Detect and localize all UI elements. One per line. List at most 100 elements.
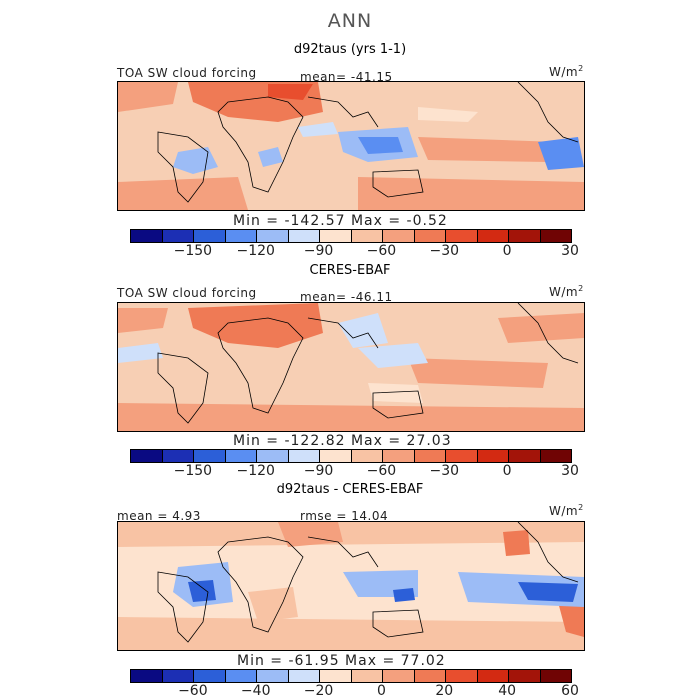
panel-3-mean-label: mean = 4.93 xyxy=(117,509,201,523)
panel-1-map xyxy=(117,81,585,211)
panel-1-field-atlantic xyxy=(118,82,178,112)
colorbar-tick-label: −60 xyxy=(366,243,397,259)
colorbar-swatch xyxy=(131,450,163,462)
panel-1-colorbar-ticks: −150 −120 −90 −60 −30 0 30 xyxy=(130,243,579,259)
panel-3-rmse-label: rmse = 14.04 xyxy=(300,509,389,523)
panel-1-title: d92taus (yrs 1-1) xyxy=(293,42,407,57)
panel-3-field-s-america-core xyxy=(188,580,216,602)
panel-2-map-svg xyxy=(118,303,584,431)
colorbar-swatch xyxy=(446,670,478,682)
colorbar-tick-label: −150 xyxy=(173,463,213,479)
colorbar-swatch xyxy=(477,670,509,682)
colorbar-tick-label: −120 xyxy=(236,243,275,259)
panel-1-field-arabia xyxy=(268,84,313,100)
panel-1-field-congo xyxy=(258,147,283,167)
panel-2-field-south xyxy=(118,403,584,431)
colorbar-swatch xyxy=(509,230,541,242)
colorbar-swatch xyxy=(131,230,163,242)
figure-title: ANN xyxy=(327,10,373,32)
colorbar-swatch xyxy=(194,450,226,462)
colorbar-swatch xyxy=(162,670,194,682)
colorbar-swatch xyxy=(257,450,289,462)
colorbar-tick-label: −40 xyxy=(240,683,271,699)
colorbar-tick-label: −30 xyxy=(429,463,460,479)
panel-1-field-pacific xyxy=(418,137,558,162)
colorbar-swatch xyxy=(225,230,257,242)
colorbar-swatch xyxy=(509,450,541,462)
colorbar-tick-label: 30 xyxy=(561,463,579,479)
panel-3-title: d92taus - CERES-EBAF xyxy=(276,482,424,497)
panel-1-colorbar xyxy=(130,229,572,243)
panel-2-field-sahara xyxy=(188,303,323,348)
colorbar-swatch xyxy=(320,450,352,462)
panel-3-coastlines xyxy=(157,522,579,643)
colorbar-swatch xyxy=(540,230,571,242)
colorbar-swatch xyxy=(540,670,571,682)
panel-3-units: W/m2 xyxy=(549,503,584,518)
panel-1-left-label: TOA SW cloud forcing xyxy=(117,66,257,80)
colorbar-tick-label: 0 xyxy=(376,683,386,699)
panel-3-field-arabia xyxy=(278,522,343,547)
panel-2-field-north-pac xyxy=(498,313,584,343)
panel-2-minmax: Min = -122.82 Max = 27.03 xyxy=(233,433,452,449)
panel-1-field-east-pacific xyxy=(538,137,584,170)
panel-2-field-itcz xyxy=(118,343,163,363)
colorbar-tick-label: −20 xyxy=(303,683,334,699)
colorbar-swatch xyxy=(383,230,415,242)
colorbar-swatch xyxy=(225,670,257,682)
colorbar-swatch xyxy=(131,670,163,682)
panel-3-map xyxy=(117,521,585,651)
colorbar-swatch xyxy=(194,670,226,682)
panel-3-field-hotspot xyxy=(503,530,530,556)
panel-2-mean-label: mean= -46.11 xyxy=(300,290,393,304)
panel-1-field-light xyxy=(418,107,478,122)
colorbar-swatch xyxy=(540,450,571,462)
colorbar-swatch xyxy=(351,450,383,462)
panel-3-colorbar xyxy=(130,669,572,683)
colorbar-swatch xyxy=(477,230,509,242)
panel-3-field-pacific-core xyxy=(518,582,578,602)
colorbar-swatch xyxy=(225,450,257,462)
colorbar-tick-label: −90 xyxy=(303,243,334,259)
colorbar-swatch xyxy=(446,230,478,242)
colorbar-tick-label: −30 xyxy=(429,243,460,259)
colorbar-swatch xyxy=(320,230,352,242)
colorbar-tick-label: −60 xyxy=(366,463,397,479)
panel-1-field-south-atl xyxy=(118,177,248,210)
colorbar-swatch xyxy=(162,450,194,462)
colorbar-tick-label: −90 xyxy=(303,463,334,479)
panel-3-field-north xyxy=(118,522,584,547)
panel-1-mean-label: mean= -41.15 xyxy=(300,70,393,84)
panel-3-colorbar-ticks: −60 −40 −20 0 20 40 60 xyxy=(130,683,579,699)
panel-2-colorbar xyxy=(130,449,572,463)
colorbar-tick-label: 0 xyxy=(502,243,512,259)
colorbar-swatch xyxy=(162,230,194,242)
colorbar-tick-label: −60 xyxy=(178,683,208,699)
panel-3-map-svg xyxy=(118,522,584,650)
panel-2-field-warmpool xyxy=(358,343,428,368)
panel-2-coastlines xyxy=(157,303,579,424)
colorbar-swatch xyxy=(446,450,478,462)
panel-3-field-maritime-core xyxy=(393,588,415,602)
panel-1-field-indian xyxy=(298,122,338,137)
panel-3-minmax: Min = -61.95 Max = 77.02 xyxy=(237,653,446,669)
colorbar-swatch xyxy=(257,670,289,682)
panel-3-field-south xyxy=(118,617,584,650)
panel-1-field-warmpool-core xyxy=(358,137,403,154)
colorbar-swatch xyxy=(414,230,446,242)
colorbar-tick-label: 30 xyxy=(561,243,579,259)
colorbar-swatch xyxy=(320,670,352,682)
colorbar-swatch xyxy=(509,670,541,682)
colorbar-tick-label: 60 xyxy=(561,683,579,699)
panel-1-field-amazon xyxy=(173,147,218,174)
colorbar-tick-label: 40 xyxy=(498,683,517,699)
colorbar-swatch xyxy=(351,670,383,682)
panel-3-field-east-hot xyxy=(558,597,584,637)
panel-2-field-aus xyxy=(368,383,423,403)
colorbar-tick-label: −120 xyxy=(236,463,275,479)
panel-2-field-atlantic xyxy=(118,308,168,333)
colorbar-swatch xyxy=(351,230,383,242)
colorbar-swatch xyxy=(383,670,415,682)
colorbar-swatch xyxy=(288,450,320,462)
panel-1-map-svg xyxy=(118,82,584,210)
